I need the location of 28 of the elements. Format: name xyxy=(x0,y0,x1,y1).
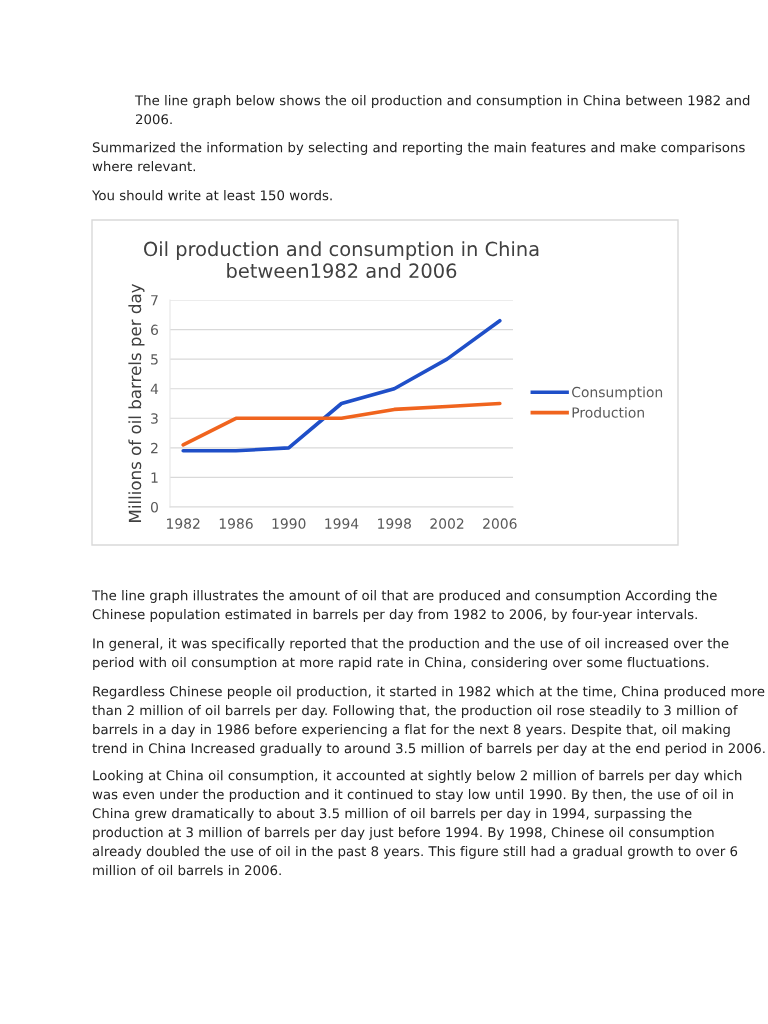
y-axis-title: Millions of oil barrels per day xyxy=(128,283,145,522)
text: Regardless Chinese people oil production, it started in 1982 which at the time, China produced more than 2 million of oil barrels per day. Following that, the production oil rose steadily to 3 million of barrels in a day in 1986 before experiencing a flat for the next 8 years. Despite that, oil making trend in China Increased gradually to around 3.5 million of barrels per day at the end period in 2006. xyxy=(92,686,765,756)
x-tick-label: 1982 xyxy=(167,518,200,529)
x-tick-label: 1994 xyxy=(325,518,359,529)
y-tick-label: 3 xyxy=(151,413,158,424)
y-tick-label: 5 xyxy=(151,354,158,365)
text: The line graph illustrates the amount of oil that are produced and consumption According the Chinese population estimated in barrels per day from 1982 to 2006, by four-year intervals. xyxy=(91,590,717,622)
line-series xyxy=(181,401,502,447)
text: You should write at least 150 words. xyxy=(91,190,332,201)
legend-label: Production xyxy=(572,406,644,418)
x-tick-label: 1986 xyxy=(219,518,253,529)
y-tick-label: 2 xyxy=(151,442,158,454)
legend-label: Consumption xyxy=(572,386,663,401)
x-tick-label: 1998 xyxy=(378,518,411,529)
text: The line graph below shows the oil production and consumption in China between 1982 and 2006. xyxy=(134,95,750,125)
line-series xyxy=(181,318,502,453)
text: In general, it was specifically reported that the production and the use of oil increased over the period with oil consumption at more rapid rate in China, considering over some fluctuations. xyxy=(93,638,729,670)
y-tick-label: 4 xyxy=(150,383,159,394)
text: Looking at China oil consumption, it accounted at sightly below 2 million of barrels per day which was even under the production and it continued to stay low until 1990. By then, the use of oil in China grew dramatically to about 3.5 million of oil barrels per day in 1994, surpassing the production at 3 million of barrels per day just before 1994. By 1998, Chinese oil consumption already doubled the use of oil in the past 8 years. This figure still had a gradual growth to over 6 million of oil barrels in 2006. xyxy=(92,770,742,876)
x-tick-label: 2006 xyxy=(483,518,517,529)
chart-title: Oil production and consumption in China between1982 and 2006 xyxy=(144,241,539,279)
y-tick-label: 6 xyxy=(151,324,159,336)
text: Summarized the information by selecting and reporting the main features and make comparisons where relevant. xyxy=(92,142,745,172)
y-tick-label: 1 xyxy=(151,472,158,483)
x-tick-label: 1990 xyxy=(272,518,306,529)
y-tick-label: 7 xyxy=(151,295,158,306)
x-tick-label: 2002 xyxy=(430,518,464,529)
y-tick-label: 0 xyxy=(150,501,158,513)
